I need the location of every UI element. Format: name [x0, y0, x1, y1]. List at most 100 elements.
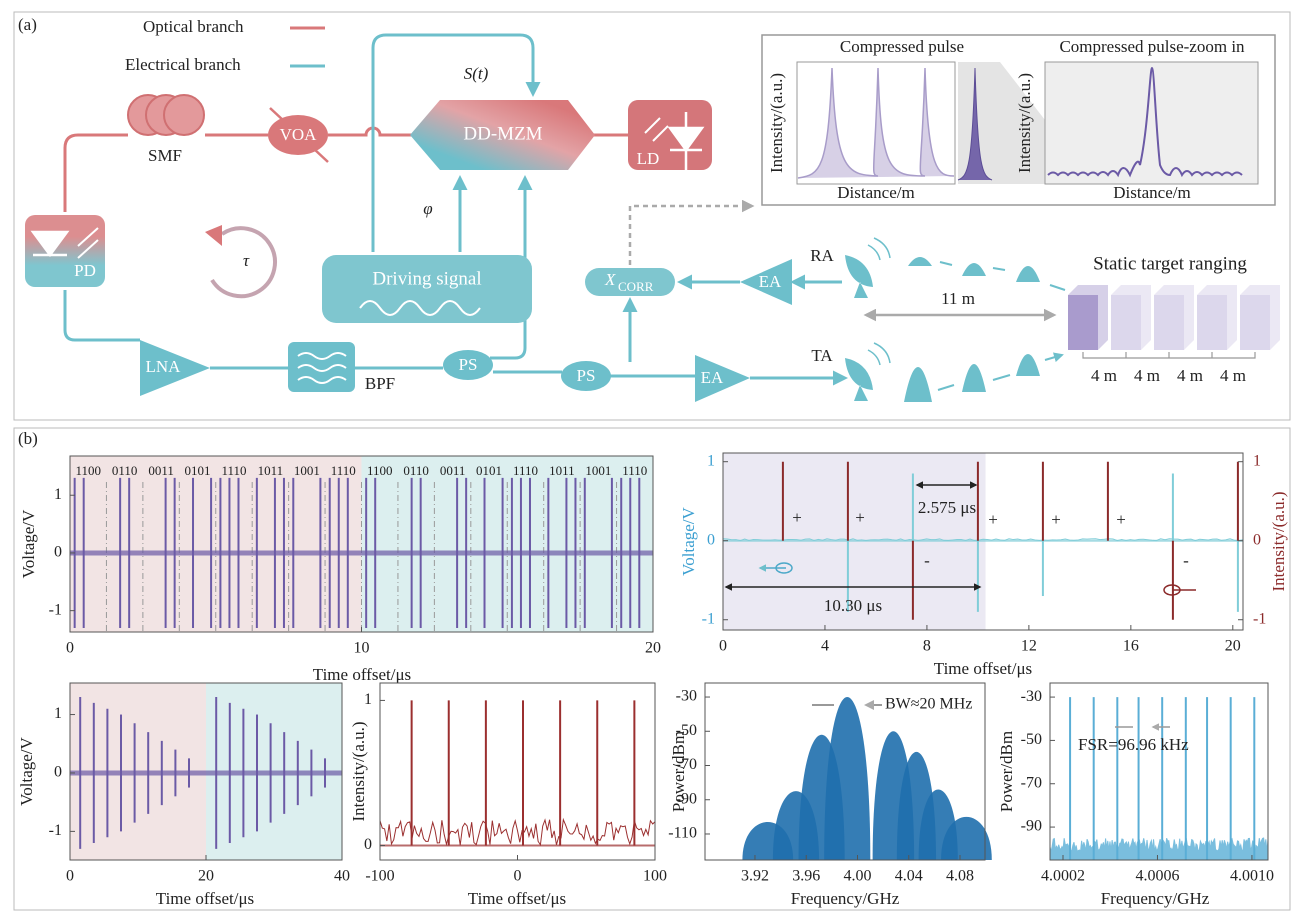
- code-label: 1110: [513, 463, 538, 478]
- x-axis-label: Time offset/μs: [156, 889, 254, 908]
- component-label: EA: [759, 272, 782, 291]
- signal-label: S(t): [464, 64, 489, 83]
- dashed-arrow: [630, 206, 752, 265]
- x-tick-label: 3.96: [792, 868, 820, 885]
- y-tick-label: -30: [1021, 688, 1042, 705]
- y2-tick-label: 1: [1253, 452, 1261, 469]
- annotation: +: [855, 508, 865, 527]
- component-label: X: [604, 270, 616, 289]
- spacing-label: 4 m: [1220, 366, 1246, 385]
- targets: [1068, 285, 1280, 358]
- x-tick-label: 8: [923, 638, 931, 655]
- x-tick-label: 100: [643, 868, 667, 885]
- y-tick-label: -70: [1021, 774, 1042, 791]
- component-label: EA: [701, 368, 724, 387]
- plot-area: [380, 683, 655, 860]
- code-label: 0101: [185, 463, 211, 478]
- plot-area: [1050, 683, 1268, 860]
- y-tick-label: -90: [1021, 818, 1042, 835]
- chart: 02040-101Time offset/μsVoltage/V: [17, 683, 350, 908]
- x-tick-label: 20: [645, 640, 661, 657]
- pulse-arrows: [938, 262, 1065, 390]
- inset-x-label: Distance/m: [837, 183, 914, 202]
- y-tick-label: -1: [49, 601, 62, 618]
- y-axis-label: Voltage/V: [19, 509, 38, 578]
- x-tick-label: 4.08: [946, 868, 974, 885]
- code-label: 0011: [148, 463, 174, 478]
- code-label: 1011: [258, 463, 284, 478]
- x-tick-label: 20: [198, 868, 214, 885]
- x-tick-label: 4.0006: [1135, 868, 1179, 885]
- x-axis-label: Frequency/GHz: [791, 889, 900, 908]
- inset-title: Compressed pulse: [840, 37, 964, 56]
- panel-label: (b): [18, 429, 38, 448]
- code-label: 1011: [549, 463, 575, 478]
- annotation: BW≈20 MHz: [885, 696, 972, 713]
- chart: 1100011000110101111010111001111011000110…: [19, 456, 661, 684]
- x-tick-label: 3.92: [741, 868, 769, 885]
- legend-text: Optical branch: [143, 17, 244, 36]
- ranging-title: Static target ranging: [1093, 253, 1247, 274]
- x-tick-label: 4.0002: [1041, 868, 1085, 885]
- pulses: [904, 257, 1040, 402]
- annotation: 2.575 μs: [918, 498, 976, 517]
- waves: [868, 238, 890, 365]
- code-label: 0011: [440, 463, 466, 478]
- annotation: +: [1116, 510, 1126, 529]
- panel-label: (a): [18, 15, 37, 34]
- figure: (a) Optical branch Electrical branch SMF…: [0, 0, 1302, 915]
- chart: 4.00024.00064.0010-30-50-70-90Frequency/…: [997, 683, 1274, 908]
- chart: 3.923.964.004.044.08-30-50-70-90-110Freq…: [668, 683, 992, 908]
- component-label: PS: [577, 366, 596, 385]
- code-label: 1100: [75, 463, 101, 478]
- component-label: LNA: [146, 357, 182, 376]
- code-label: 0110: [112, 463, 138, 478]
- y2-axis-label: Intensity/(a.u.): [1269, 491, 1288, 591]
- x-tick-label: 4.04: [895, 868, 923, 885]
- code-label: 1110: [221, 463, 246, 478]
- x-tick-label: -100: [365, 868, 394, 885]
- annotation: -: [924, 551, 930, 570]
- y-tick-label: -1: [49, 822, 62, 839]
- y-tick-label: -1: [702, 610, 715, 627]
- inset-title: Compressed pulse-zoom in: [1059, 37, 1245, 56]
- y-tick-label: -50: [1021, 731, 1042, 748]
- component-label: LD: [637, 149, 660, 168]
- component-label: RA: [810, 246, 834, 265]
- x-tick-label: 4: [821, 638, 829, 655]
- y-tick-label: 0: [364, 836, 372, 853]
- x-tick-label: 4.00: [843, 868, 871, 885]
- component-label: PD: [74, 261, 96, 280]
- inset-x-label: Distance/m: [1113, 183, 1190, 202]
- y-tick-label: 1: [54, 705, 62, 722]
- code-label: 1001: [294, 463, 320, 478]
- component-label: DD-MZM: [463, 123, 542, 144]
- x-tick-label: 12: [1021, 638, 1037, 655]
- x-tick-label: 10: [354, 640, 370, 657]
- x-tick-label: 16: [1123, 638, 1139, 655]
- y-tick-label: 1: [707, 452, 715, 469]
- annotation: -: [1183, 551, 1189, 570]
- y-tick-label: 1: [364, 691, 372, 708]
- y-tick-label: 0: [707, 531, 715, 548]
- code-label: 1110: [622, 463, 647, 478]
- x-tick-label: 0: [66, 640, 74, 657]
- x-axis-label: Time offset/μs: [313, 665, 411, 684]
- spacing-label: 4 m: [1134, 366, 1160, 385]
- inset-plot: [1045, 62, 1258, 184]
- component-label: TA: [811, 346, 833, 365]
- annotation: +: [1051, 510, 1061, 529]
- smf: [128, 95, 204, 135]
- annotation: FSR=96.96 kHz: [1078, 735, 1189, 754]
- antennas: [845, 255, 873, 401]
- delay-arrowhead: [205, 225, 222, 246]
- y-axis-label: Voltage/V: [17, 736, 36, 805]
- y-axis-label: Power/dBm: [669, 731, 688, 812]
- component-label: SMF: [148, 146, 182, 165]
- y-tick-label: 0: [54, 764, 62, 781]
- x-axis-label: Time offset/μs: [934, 659, 1032, 678]
- phase-label: φ: [423, 199, 432, 218]
- annotation: +: [988, 510, 998, 529]
- spacing-label: 4 m: [1177, 366, 1203, 385]
- component-label: CORR: [618, 279, 654, 294]
